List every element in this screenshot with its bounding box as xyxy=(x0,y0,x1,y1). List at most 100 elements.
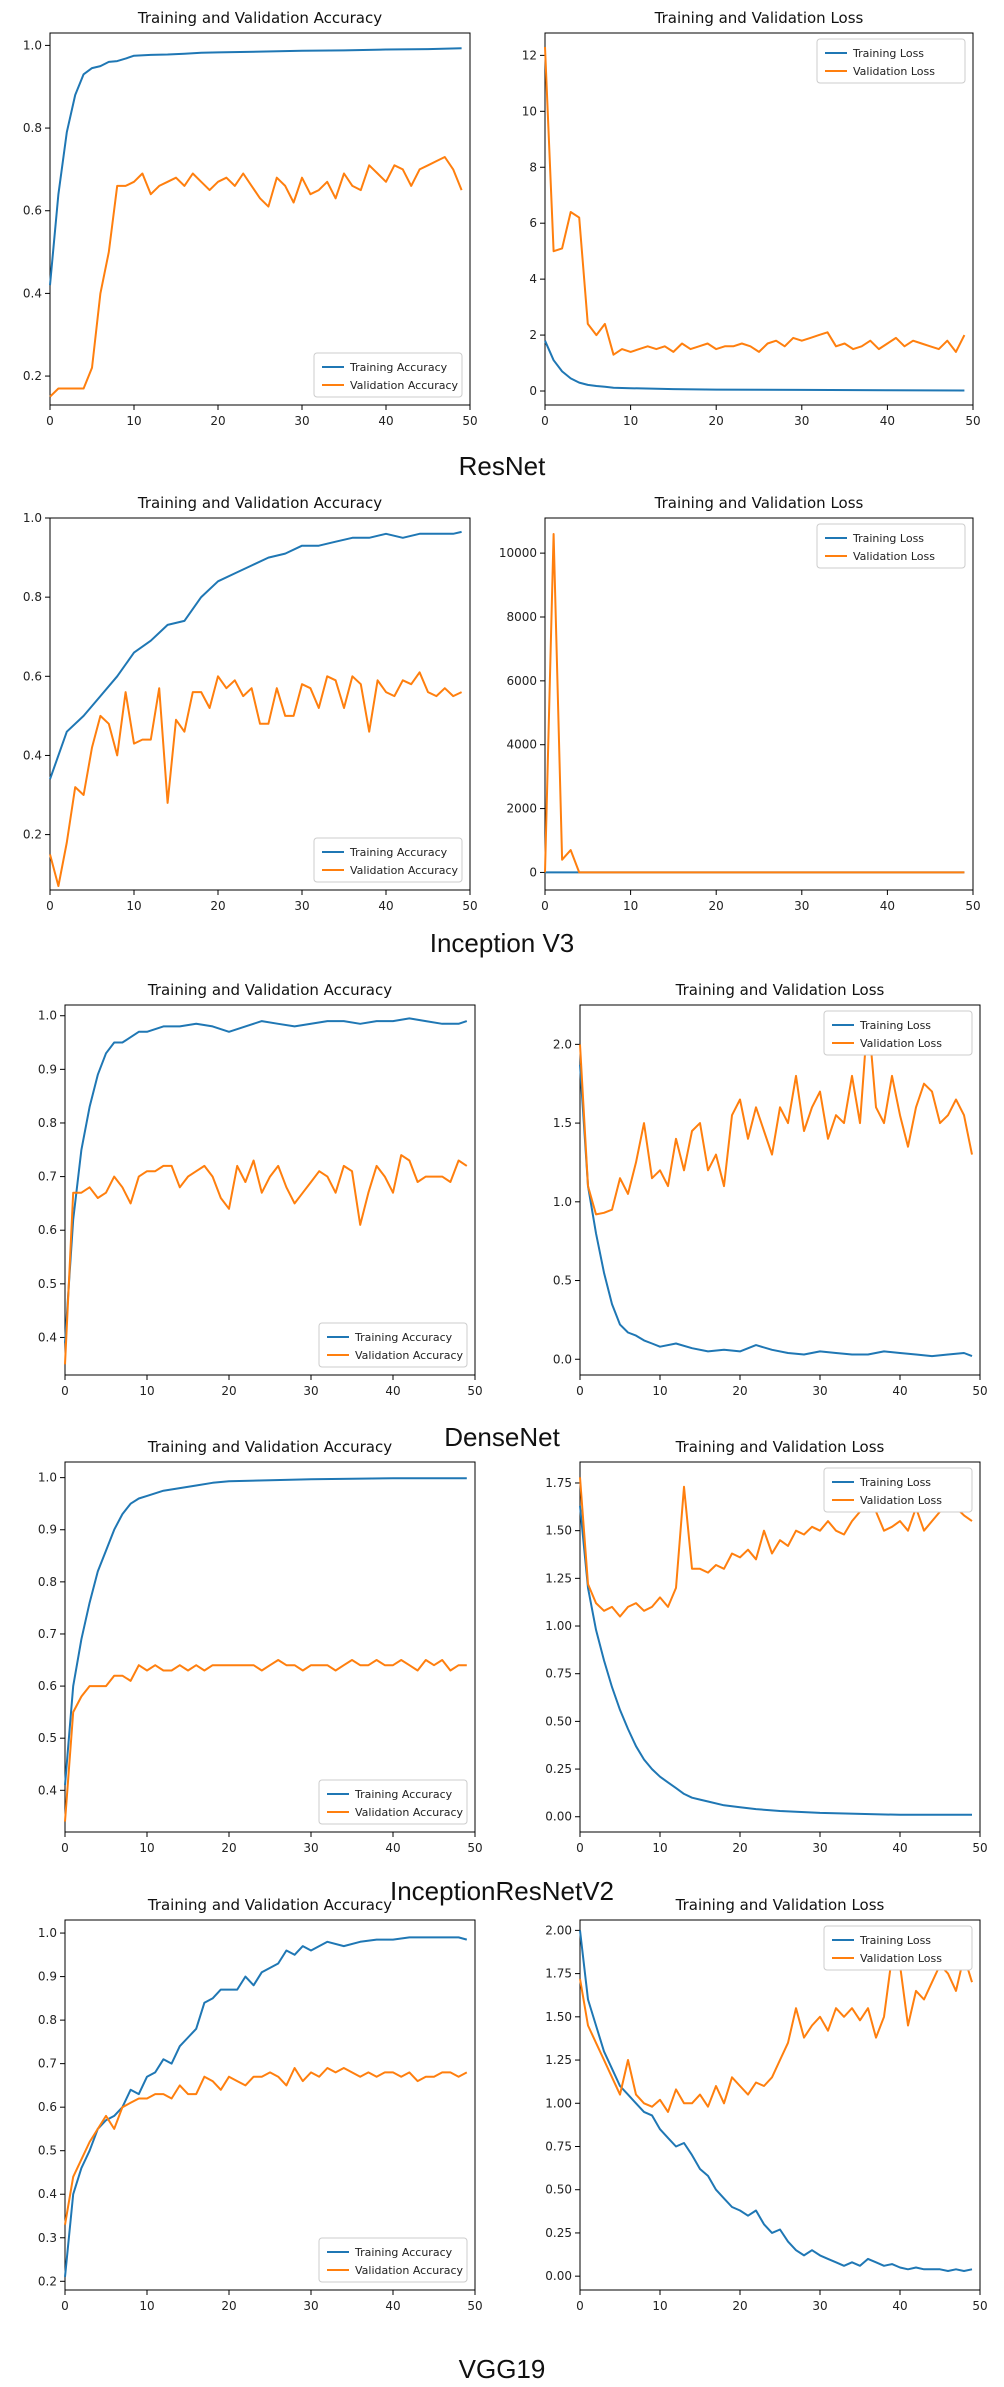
resnet-loss-plot-frame xyxy=(544,32,974,406)
resnet-accuracy-training-accuracy-line xyxy=(49,47,462,286)
inceptionresnetv2-loss-legend-label-training-loss: Training Loss xyxy=(859,1476,931,1489)
resnet-loss-chart: Training and Validation Loss 0 10 20 30 40 50 0… xyxy=(522,9,981,428)
resnet-accuracy-x-tick-label: 0 xyxy=(46,414,54,428)
densenet-accuracy-legend: Training Accuracy Validation Accuracy xyxy=(318,1322,468,1368)
vgg19-loss-x-tick-label: 50 xyxy=(972,2299,987,2313)
inception-v3-accuracy-y-tick-label: 0.8 xyxy=(23,590,42,604)
inception-v3-accuracy-title: Training and Validation Accuracy xyxy=(137,494,382,512)
vgg19-loss-title: Training and Validation Loss xyxy=(675,1896,885,1914)
vgg19-accuracy-title: Training and Validation Accuracy xyxy=(147,1896,392,1914)
inceptionresnetv2-loss-legend: Training Loss Validation Loss xyxy=(823,1467,973,1513)
densenet-accuracy-y-tick-label: 0.5 xyxy=(38,1277,57,1291)
model-caption-vgg19: VGG19 xyxy=(459,2354,546,2384)
inceptionresnetv2-loss-title: Training and Validation Loss xyxy=(675,1438,885,1456)
inception-v3-loss-plot-frame xyxy=(544,517,974,891)
densenet-accuracy-y-tick-label: 1.0 xyxy=(38,1009,57,1023)
densenet-loss-y-tick-label: 0.5 xyxy=(553,1274,572,1288)
inception-v3-accuracy-y-tick-label: 0.2 xyxy=(23,828,42,842)
inceptionresnetv2-accuracy-y-tick-label: 0.4 xyxy=(38,1783,57,1797)
inception-v3-accuracy-chart: Training and Validation Accuracy 0 10 20 30 4… xyxy=(23,494,478,913)
densenet-loss-title: Training and Validation Loss xyxy=(675,981,885,999)
densenet-accuracy-y-tick-label: 0.9 xyxy=(38,1062,57,1076)
inceptionresnetv2-loss-y-tick-label: 0.25 xyxy=(545,1762,572,1776)
inception-v3-accuracy-x-tick-label: 40 xyxy=(378,899,393,913)
densenet-loss-x-tick-label: 30 xyxy=(812,1384,827,1398)
inceptionresnetv2-loss-y-tick-label: 0.75 xyxy=(545,1667,572,1681)
inception-v3-accuracy-validation-accuracy-line xyxy=(49,671,463,887)
resnet-loss-y-tick-label: 0 xyxy=(529,384,537,398)
inceptionresnetv2-accuracy-y-tick-label: 0.6 xyxy=(38,1679,57,1693)
vgg19-loss-y-tick-label: 0.25 xyxy=(545,2226,572,2240)
vgg19-loss-y-tick-label: 2.00 xyxy=(545,1923,572,1937)
resnet-loss-y-tick-label: 8 xyxy=(529,160,537,174)
resnet-accuracy-x-tick-label: 10 xyxy=(126,414,141,428)
resnet-loss-x-tick-label: 10 xyxy=(623,414,638,428)
vgg19-loss-y-tick-label: 0.75 xyxy=(545,2139,572,2153)
vgg19-loss-x-tick-label: 10 xyxy=(652,2299,667,2313)
inception-v3-accuracy-x-tick-label: 20 xyxy=(210,899,225,913)
inceptionresnetv2-accuracy-title: Training and Validation Accuracy xyxy=(147,1438,392,1456)
inceptionresnetv2-accuracy-x-tick-label: 50 xyxy=(467,1841,482,1855)
vgg19-accuracy-training-accuracy-line xyxy=(64,1936,468,2277)
inceptionresnetv2-accuracy-x-tick-label: 30 xyxy=(303,1841,318,1855)
vgg19-loss-chart: Training and Validation Loss 0 10 20 30 40 50 0… xyxy=(545,1896,987,2313)
resnet-accuracy-x-tick-label: 20 xyxy=(210,414,225,428)
inception-v3-accuracy-training-accuracy-line xyxy=(49,530,462,780)
inceptionresnetv2-loss-legend-box xyxy=(823,1467,973,1513)
inceptionresnetv2-loss-y-tick-label: 1.00 xyxy=(545,1619,572,1633)
inceptionresnetv2-accuracy-x-tick-label: 40 xyxy=(385,1841,400,1855)
vgg19-accuracy-plot-frame xyxy=(64,1919,476,2291)
resnet-loss-legend-label-training-loss: Training Loss xyxy=(852,47,924,60)
densenet-loss-x-tick-label: 50 xyxy=(972,1384,987,1398)
inception-v3-loss-title: Training and Validation Loss xyxy=(654,494,864,512)
vgg19-accuracy-y-tick-label: 0.9 xyxy=(38,1970,57,1984)
resnet-loss-y-tick-label: 12 xyxy=(522,48,537,62)
inception-v3-loss-y-tick-label: 2000 xyxy=(506,802,537,816)
densenet-accuracy-x-tick-label: 50 xyxy=(467,1384,482,1398)
vgg19-accuracy-x-tick-label: 20 xyxy=(221,2299,236,2313)
vgg19-loss-x-tick-label: 40 xyxy=(892,2299,907,2313)
vgg19-loss-x-tick-label: 20 xyxy=(732,2299,747,2313)
densenet-accuracy-legend-label-validation-accuracy: Validation Accuracy xyxy=(355,1349,464,1362)
vgg19-accuracy-legend-label-validation-accuracy: Validation Accuracy xyxy=(355,2264,464,2277)
resnet-accuracy-legend: Training Accuracy Validation Accuracy xyxy=(313,352,463,398)
densenet-accuracy-x-tick-label: 10 xyxy=(139,1384,154,1398)
densenet-loss-training-loss-line xyxy=(579,1064,973,1358)
densenet-loss-x-tick-label: 20 xyxy=(732,1384,747,1398)
vgg19-loss-legend: Training Loss Validation Loss xyxy=(823,1925,973,1971)
resnet-accuracy-y-tick-label: 0.6 xyxy=(23,204,42,218)
resnet-loss-y-tick-label: 10 xyxy=(522,104,537,118)
densenet-accuracy-x-tick-label: 20 xyxy=(221,1384,236,1398)
inception-v3-loss-y-tick-label: 10000 xyxy=(499,546,537,560)
resnet-loss-y-tick-label: 6 xyxy=(529,216,537,230)
vgg19-loss-y-tick-label: 0.00 xyxy=(545,2269,572,2283)
vgg19-accuracy-y-tick-label: 0.7 xyxy=(38,2057,57,2071)
resnet-loss-x-tick-label: 50 xyxy=(965,414,980,428)
inception-v3-loss-chart: Training and Validation Loss 0 10 20 30 40 50 0… xyxy=(499,494,981,913)
resnet-loss-x-tick-label: 40 xyxy=(880,414,895,428)
vgg19-accuracy-y-tick-label: 0.8 xyxy=(38,2013,57,2027)
densenet-accuracy-y-tick-label: 0.8 xyxy=(38,1116,57,1130)
densenet-loss-y-tick-label: 1.5 xyxy=(553,1116,572,1130)
vgg19-loss-legend-label-validation-loss: Validation Loss xyxy=(860,1952,942,1965)
vgg19-accuracy-chart: Training and Validation Accuracy 0 10 20 30 4… xyxy=(38,1896,483,2313)
resnet-accuracy-x-tick-label: 40 xyxy=(378,414,393,428)
inception-v3-loss-legend-box xyxy=(816,523,966,569)
densenet-accuracy-x-tick-label: 40 xyxy=(385,1384,400,1398)
resnet-accuracy-y-tick-label: 1.0 xyxy=(23,38,42,52)
densenet-accuracy-training-accuracy-line xyxy=(64,1017,468,1343)
inceptionresnetv2-loss-chart: Training and Validation Loss 0 10 20 30 40 50 0… xyxy=(545,1438,987,1855)
inception-v3-loss-x-tick-label: 0 xyxy=(541,899,549,913)
resnet-loss-x-tick-label: 30 xyxy=(794,414,809,428)
vgg19-accuracy-validation-accuracy-line xyxy=(64,2067,468,2225)
inceptionresnetv2-accuracy-x-tick-label: 0 xyxy=(61,1841,69,1855)
resnet-loss-y-tick-label: 4 xyxy=(529,272,537,286)
vgg19-loss-y-tick-label: 1.50 xyxy=(545,2010,572,2024)
inception-v3-loss-y-tick-label: 8000 xyxy=(506,610,537,624)
inception-v3-accuracy-x-tick-label: 0 xyxy=(46,899,54,913)
resnet-loss-legend: Training Loss Validation Loss xyxy=(816,38,966,84)
densenet-accuracy-legend-box xyxy=(318,1322,468,1368)
resnet-accuracy-legend-box xyxy=(313,352,463,398)
resnet-loss-legend-label-validation-loss: Validation Loss xyxy=(853,65,935,78)
